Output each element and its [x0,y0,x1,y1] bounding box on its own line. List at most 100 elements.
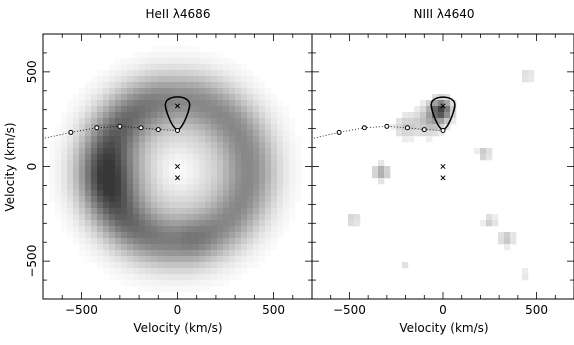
heatmap-cell [241,88,248,95]
heatmap-cell [181,46,188,53]
heatmap-cell [61,226,68,233]
heatmap-cell [127,190,134,197]
heatmap-cell [229,268,236,275]
heatmap-cell [157,256,164,263]
heatmap-cell [97,94,104,101]
heatmap-cell [115,268,122,275]
heatmap-cell [169,220,176,227]
heatmap-cell [253,208,260,215]
heatmap-cell [121,208,128,215]
heatmap-cell [73,226,80,233]
heatmap-cell [169,268,176,275]
heatmap-cell [241,148,248,155]
heatmap-cell [91,214,98,221]
heatmap-cell [121,82,128,89]
heatmap-cell [217,70,224,77]
heatmap-cell [259,202,266,209]
heatmap-cell [55,166,62,173]
heatmap-cell [223,214,230,221]
heatmap-cell [109,232,116,239]
heatmap-cell [127,64,134,71]
heatmap-cell [223,172,230,179]
heatmap-cell [79,214,86,221]
heatmap-cell [157,220,164,227]
heatmap-cell [139,214,146,221]
heatmap-cell [133,124,140,131]
heatmap-cell [115,76,122,83]
heatmap-cell [49,142,56,149]
heatmap-cell [193,142,200,149]
heatmap-cell [181,244,188,251]
heatmap-cell [247,226,254,233]
heatmap-cell [259,220,266,227]
heatmap-cell [109,250,116,257]
heatmap-cell [139,100,146,107]
heatmap-cell [193,178,200,185]
heatmap-cell [127,214,134,221]
heatmap-cell [283,148,290,155]
heatmap-cell [169,280,176,287]
heatmap-cell [55,190,62,197]
heatmap-cell [97,124,104,131]
heatmap-cell [145,256,152,263]
heatmap-cell [223,94,230,101]
heatmap-cell [223,256,230,263]
heatmap-cell [229,220,236,227]
heatmap-cell [175,136,182,143]
heatmap-cell [91,238,98,245]
stream-point-marker [336,129,342,135]
heatmap-cell [145,238,152,245]
heatmap-cell [73,232,80,239]
heatmap-cell [85,142,92,149]
heatmap-cell [247,196,254,203]
heatmap-cell [151,52,158,59]
heatmap-cell [217,52,224,59]
heatmap-cell [235,148,242,155]
heatmap-cell [241,76,248,83]
panel-niii: NIII λ4640 −500 0 500 Velocity (km/s) [311,7,574,335]
heatmap-cell [61,178,68,185]
heatmap-cell [97,76,104,83]
heatmap-cell [229,256,236,263]
heatmap-cell [55,196,62,203]
heatmap-cell [139,142,146,149]
heatmap-cell [205,238,212,245]
heatmap-cell [133,274,140,281]
heatmap-cell [49,184,56,191]
heatmap-cell [49,190,56,197]
heatmap-cell [378,172,385,179]
heatmap-cell [175,178,182,185]
heatmap-cell [169,190,176,197]
heatmap-cell [79,100,86,107]
heatmap-cell [504,244,511,251]
heatmap-cell [157,130,164,137]
heatmap-cell [91,250,98,257]
heatmap-cell [271,160,278,167]
heatmap-cell [61,220,68,227]
heatmap-cell [247,190,254,197]
heatmap-cell [121,118,128,125]
heatmap-cell [426,118,433,125]
heatmap-cell [145,52,152,59]
heatmap-cell [187,148,194,155]
heatmap-cell [121,172,128,179]
heatmap-cell [73,124,80,131]
heatmap-cell [91,112,98,119]
heatmap-cell [205,166,212,173]
heatmap-cell [145,142,152,149]
heatmap-cell [271,106,278,113]
heatmap-cell [223,220,230,227]
heatmap-cell [193,250,200,257]
heatmap-cell [229,106,236,113]
heatmap-cell [163,166,170,173]
heatmap-cell [426,130,433,137]
heatmap-cell [181,70,188,77]
heatmap-cell [247,154,254,161]
heatmap-cell [127,106,134,113]
heatmap-cell [211,160,218,167]
heatmap-cell [151,46,158,53]
heatmap-cell [223,100,230,107]
heatmap-cell [79,88,86,95]
heatmap-cell [205,106,212,113]
heatmap-cell [121,244,128,251]
